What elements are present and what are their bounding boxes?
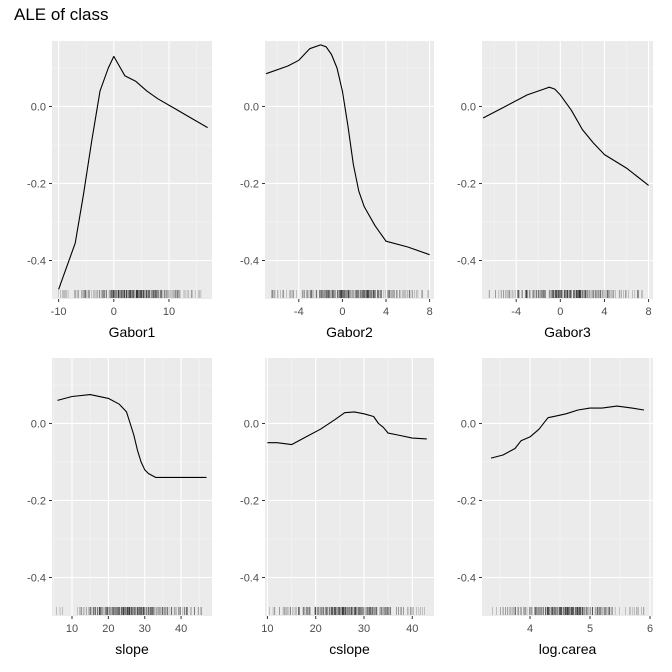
- x-tick-label: 8: [427, 306, 433, 318]
- x-axis-title: log.carea: [539, 641, 597, 657]
- x-axis-title: Gabor2: [326, 324, 373, 340]
- figure-title: ALE of class: [14, 5, 109, 24]
- x-tick-label: 20: [102, 623, 114, 635]
- x-axis-title: Gabor1: [109, 324, 156, 340]
- x-tick-label: 10: [163, 306, 175, 318]
- y-tick-label: 0.0: [244, 101, 259, 113]
- x-tick-label: 8: [646, 306, 652, 318]
- y-tick-label: -0.2: [457, 178, 476, 190]
- x-tick-label: 30: [139, 623, 151, 635]
- y-tick-label: -0.2: [27, 495, 46, 507]
- panel-background: [265, 358, 434, 616]
- x-tick-label: 6: [647, 623, 653, 635]
- panel-2: -0.4 -0.2 0.0 -4 0 4 8 Gabor2: [240, 41, 434, 340]
- x-tick-label: 0: [339, 306, 345, 318]
- y-tick-label: 0.0: [461, 101, 476, 113]
- x-tick-label: -4: [294, 306, 304, 318]
- x-tick-label: 20: [310, 623, 322, 635]
- panel-1: -0.4 -0.2 0.0 -10 0 10 Gabor1: [27, 41, 212, 340]
- ale-line: [267, 411, 427, 446]
- ale-line: [482, 86, 649, 186]
- y-tick-label: -0.2: [240, 178, 259, 190]
- y-tick-label: 0.0: [31, 101, 46, 113]
- ale-line: [265, 44, 430, 256]
- panel-background: [482, 358, 653, 616]
- y-tick-label: -0.4: [27, 572, 46, 584]
- x-tick-label: 4: [383, 306, 389, 318]
- x-tick-label: 10: [261, 623, 273, 635]
- y-tick-label: -0.4: [240, 572, 259, 584]
- x-tick-label: -4: [511, 306, 521, 318]
- y-tick-label: -0.4: [457, 255, 476, 267]
- x-tick-label: 4: [527, 623, 533, 635]
- ale-line: [490, 405, 645, 459]
- y-tick-label: -0.4: [457, 572, 476, 584]
- x-tick-label: 0: [557, 306, 563, 318]
- panel-background: [265, 41, 434, 299]
- x-axis-title: Gabor3: [544, 324, 591, 340]
- x-axis-title: cslope: [329, 641, 370, 657]
- y-tick-label: -0.2: [240, 495, 259, 507]
- y-tick-label: 0.0: [244, 418, 259, 430]
- panel-4: -0.4 -0.2 0.0 10 20 30 40 slope: [27, 358, 212, 657]
- y-tick-label: -0.2: [27, 178, 46, 190]
- x-tick-label: 10: [66, 623, 78, 635]
- x-tick-label: 40: [406, 623, 418, 635]
- x-tick-label: 4: [601, 306, 607, 318]
- x-tick-label: 30: [358, 623, 370, 635]
- panel-background: [52, 358, 212, 616]
- y-tick-label: -0.4: [27, 255, 46, 267]
- y-tick-label: 0.0: [31, 418, 46, 430]
- panel-background: [482, 41, 653, 299]
- y-tick-label: -0.4: [240, 255, 259, 267]
- y-tick-label: -0.2: [457, 495, 476, 507]
- ale-line: [58, 55, 208, 290]
- panel-3: -0.4 -0.2 0.0 -4 0 4 8 Gabor3: [457, 41, 653, 340]
- x-tick-label: 0: [111, 306, 117, 318]
- panel-6: -0.4 -0.2 0.0 4 5 6 log.carea: [457, 358, 653, 657]
- x-axis-title: slope: [115, 641, 149, 657]
- x-tick-label: 5: [587, 623, 593, 635]
- ale-line: [57, 394, 207, 478]
- y-tick-label: 0.0: [461, 418, 476, 430]
- x-tick-label: -10: [51, 306, 67, 318]
- x-tick-label: 40: [175, 623, 187, 635]
- panel-5: -0.4 -0.2 0.0 10 20 30 40 cslope: [240, 358, 434, 657]
- panel-background: [52, 41, 212, 299]
